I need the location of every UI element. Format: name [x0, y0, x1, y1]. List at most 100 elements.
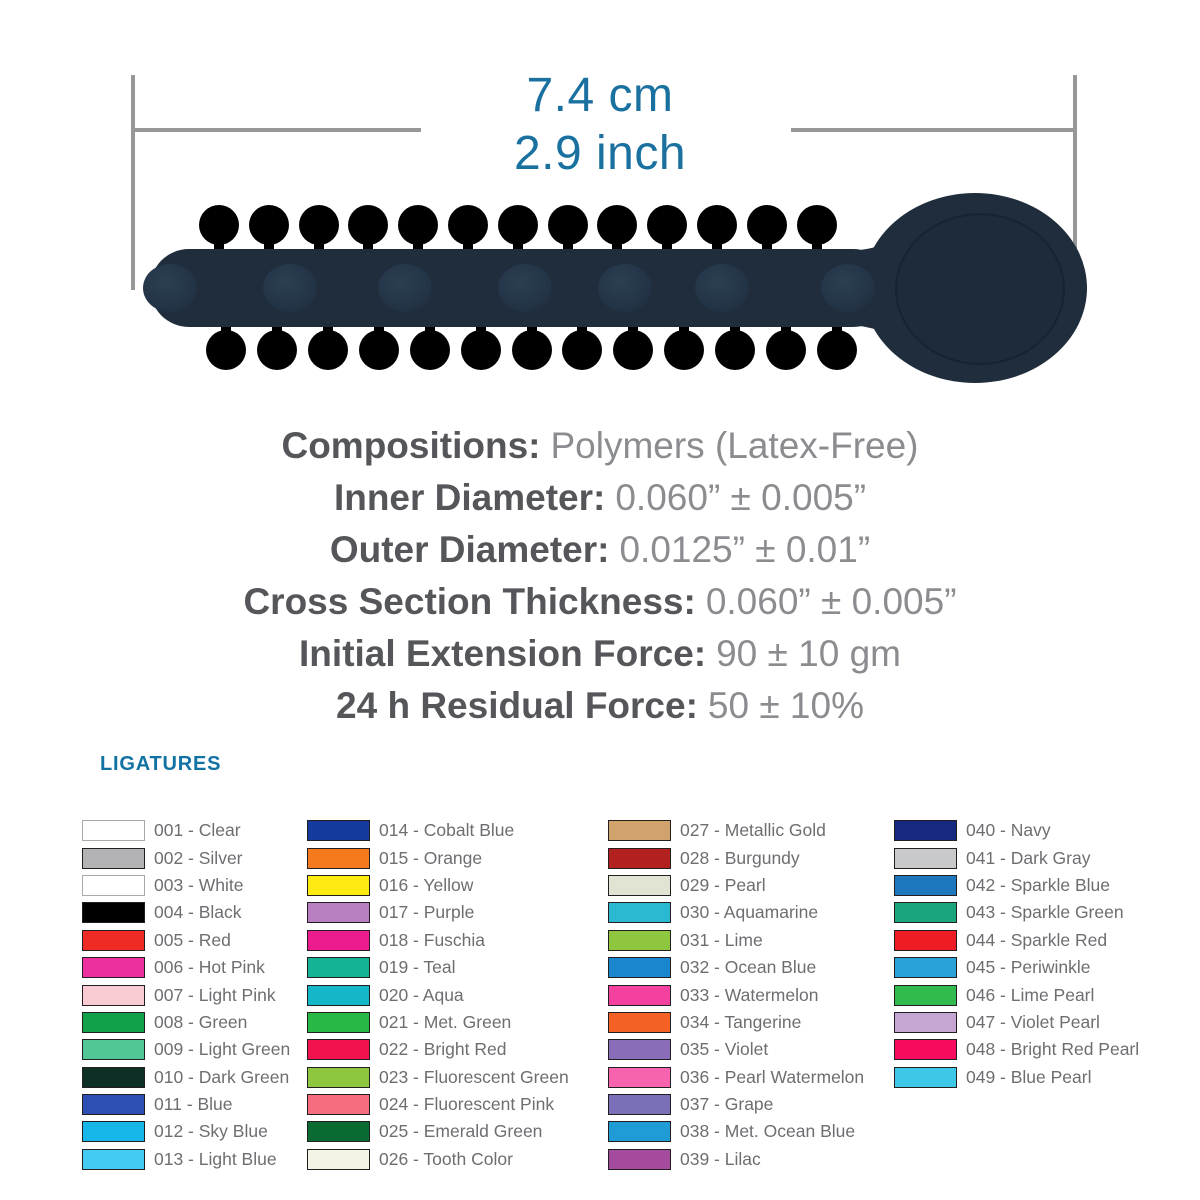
color-swatch	[608, 1066, 671, 1088]
ligature-item: 011 - Blue	[82, 1091, 290, 1118]
color-swatch	[307, 1011, 370, 1033]
ligature-item: 046 - Lime Pearl	[894, 981, 1139, 1008]
spec-label: Cross Section Thickness:	[243, 581, 696, 622]
color-swatch	[82, 820, 145, 842]
color-swatch	[608, 1011, 671, 1033]
dimension-tick-left	[131, 75, 135, 290]
ligature-item-label: 012 - Sky Blue	[154, 1121, 268, 1142]
ligature-item: 002 - Silver	[82, 844, 290, 871]
color-swatch	[307, 929, 370, 951]
color-swatch	[894, 847, 957, 869]
color-swatch	[608, 1121, 671, 1143]
color-swatch	[894, 902, 957, 924]
spec-label: Inner Diameter:	[333, 477, 606, 518]
ligature-item-label: 025 - Emerald Green	[379, 1121, 543, 1142]
ligature-item-label: 029 - Pearl	[680, 874, 766, 895]
color-swatch	[608, 1039, 671, 1061]
ligature-item-label: 010 - Dark Green	[154, 1066, 290, 1087]
ligature-item: 049 - Blue Pearl	[894, 1064, 1139, 1091]
ligature-item-label: 002 - Silver	[154, 847, 243, 868]
ligature-item: 010 - Dark Green	[82, 1064, 290, 1091]
ligature-item-label: 027 - Metallic Gold	[680, 820, 826, 841]
ligature-item: 005 - Red	[82, 927, 290, 954]
ligature-item: 035 - Violet	[608, 1036, 864, 1063]
color-swatch	[307, 1148, 370, 1170]
color-swatch	[82, 847, 145, 869]
dimension-line-right	[791, 128, 1075, 132]
ligature-item: 038 - Met. Ocean Blue	[608, 1118, 864, 1145]
ligature-item: 017 - Purple	[307, 899, 569, 926]
color-swatch	[608, 1094, 671, 1116]
ligature-item: 045 - Periwinkle	[894, 954, 1139, 981]
ligature-column-4: 040 - Navy 041 - Dark Gray 042 - Sparkle B…	[894, 817, 1139, 1091]
color-swatch	[894, 1011, 957, 1033]
color-swatch	[82, 874, 145, 896]
ligature-item: 003 - White	[82, 872, 290, 899]
spec-line: Compositions: Polymers (Latex-Free)	[0, 420, 1200, 472]
color-swatch	[894, 1039, 957, 1061]
ligature-item: 048 - Bright Red Pearl	[894, 1036, 1139, 1063]
ligature-item-label: 035 - Violet	[680, 1039, 769, 1060]
spec-value: 0.060” ± 0.005”	[705, 581, 957, 622]
ligature-item: 020 - Aqua	[307, 981, 569, 1008]
ligature-item: 023 - Fluorescent Green	[307, 1064, 569, 1091]
ligature-item: 007 - Light Pink	[82, 981, 290, 1008]
color-swatch	[307, 902, 370, 924]
ligature-item-label: 028 - Burgundy	[680, 847, 800, 868]
color-swatch	[82, 984, 145, 1006]
ligature-item-label: 008 - Green	[154, 1011, 248, 1032]
color-swatch	[82, 1066, 145, 1088]
color-swatch	[82, 1148, 145, 1170]
color-swatch	[608, 874, 671, 896]
color-swatch	[307, 847, 370, 869]
color-swatch	[307, 820, 370, 842]
ligature-column-1: 001 - Clear 002 - Silver 003 - White 004 - …	[82, 817, 290, 1173]
ligature-item-label: 001 - Clear	[154, 820, 241, 841]
ligature-item: 034 - Tangerine	[608, 1009, 864, 1036]
spec-value: Polymers (Latex-Free)	[550, 425, 919, 466]
color-swatch	[82, 1039, 145, 1061]
ligature-item: 030 - Aquamarine	[608, 899, 864, 926]
ligature-item: 001 - Clear	[82, 817, 290, 844]
spec-label: 24 h Residual Force:	[336, 685, 698, 726]
color-swatch	[307, 1121, 370, 1143]
ligature-item: 009 - Light Green	[82, 1036, 290, 1063]
color-swatch	[307, 874, 370, 896]
ligature-item-label: 032 - Ocean Blue	[680, 957, 817, 978]
ligature-item: 012 - Sky Blue	[82, 1118, 290, 1145]
spec-line: 24 h Residual Force: 50 ± 10%	[0, 680, 1200, 732]
ligature-item: 027 - Metallic Gold	[608, 817, 864, 844]
color-swatch	[608, 984, 671, 1006]
ligature-item: 025 - Emerald Green	[307, 1118, 569, 1145]
ligature-item: 037 - Grape	[608, 1091, 864, 1118]
ligature-item-label: 038 - Met. Ocean Blue	[680, 1121, 856, 1142]
color-swatch	[608, 957, 671, 979]
ligature-item: 008 - Green	[82, 1009, 290, 1036]
specs-block: Compositions: Polymers (Latex-Free) Inner …	[0, 420, 1200, 732]
spec-value: 90 ± 10 gm	[716, 633, 901, 674]
color-swatch	[894, 984, 957, 1006]
stick-drawing	[143, 193, 1087, 383]
ligature-item-label: 018 - Fuschia	[379, 929, 486, 950]
color-swatch	[608, 929, 671, 951]
ligature-item-label: 009 - Light Green	[154, 1039, 291, 1060]
color-swatch	[608, 820, 671, 842]
ligature-item-label: 048 - Bright Red Pearl	[966, 1039, 1140, 1060]
ligature-item: 031 - Lime	[608, 927, 864, 954]
ligature-item-label: 031 - Lime	[680, 929, 763, 950]
ligature-item: 032 - Ocean Blue	[608, 954, 864, 981]
ligature-item: 042 - Sparkle Blue	[894, 872, 1139, 899]
dimension-inch-label: 2.9 inch	[513, 127, 687, 180]
ligature-item: 039 - Lilac	[608, 1146, 864, 1173]
spec-value: 0.060” ± 0.005”	[615, 477, 867, 518]
ligature-item: 033 - Watermelon	[608, 981, 864, 1008]
color-swatch	[307, 1094, 370, 1116]
color-swatch	[82, 1121, 145, 1143]
ligature-item: 021 - Met. Green	[307, 1009, 569, 1036]
color-swatch	[82, 957, 145, 979]
spec-value: 50 ± 10%	[707, 685, 864, 726]
ligature-item-label: 033 - Watermelon	[680, 984, 819, 1005]
ligature-column-2: 014 - Cobalt Blue 015 - Orange 016 - Yello…	[307, 817, 569, 1173]
ligature-item-label: 022 - Bright Red	[379, 1039, 507, 1060]
